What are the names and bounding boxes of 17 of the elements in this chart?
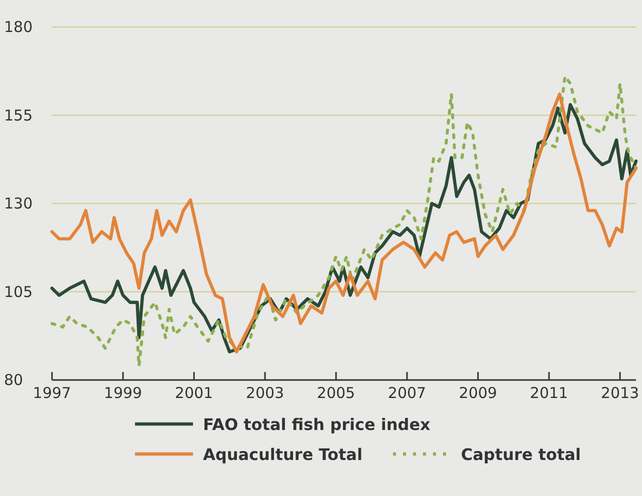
x-tick-label: 2005	[316, 384, 356, 402]
legend-label: Aquaculture Total	[203, 445, 362, 464]
x-tick-label: 2011	[530, 384, 568, 402]
x-tick-label: 2003	[246, 384, 284, 402]
y-tick-label: 180	[4, 18, 33, 36]
x-tick-label: 1997	[32, 384, 72, 402]
y-tick-label: 155	[4, 106, 33, 124]
legend-label: Capture total	[461, 445, 581, 464]
y-tick-label: 130	[4, 194, 33, 212]
x-tick-label: 2009	[458, 384, 498, 402]
y-tick-label: 80	[4, 371, 24, 389]
legend-label: FAO total fish price index	[203, 415, 432, 434]
y-tick-label: 105	[4, 282, 33, 301]
x-tick-label: 1999	[104, 384, 142, 402]
x-tick-label: 2007	[388, 384, 426, 402]
x-tick-label: 2001	[174, 384, 214, 402]
x-tick-label: 2013	[600, 384, 640, 402]
